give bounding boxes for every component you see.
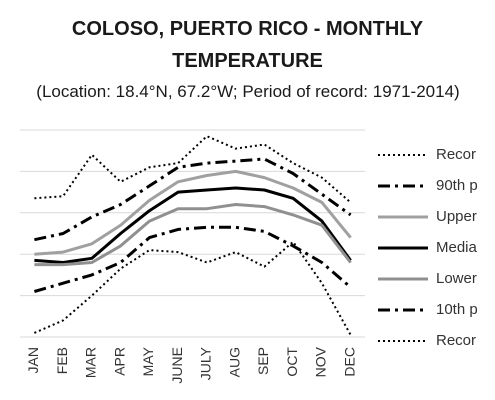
x-tick-label: FEB	[54, 347, 70, 374]
gridlines	[20, 129, 365, 338]
x-tick-label: OCT	[284, 347, 300, 377]
legend-label: 90th p	[436, 177, 478, 194]
legend-label: Lower	[436, 270, 477, 287]
x-tick-label: MAR	[83, 347, 99, 378]
x-tick-label: MAY	[140, 346, 156, 376]
legend-label: Media	[436, 239, 478, 256]
legend-label: Recor	[436, 146, 476, 163]
x-tick-label: JUNE	[169, 347, 185, 384]
series-line-median	[34, 186, 352, 264]
legend-label: 10th p	[436, 301, 478, 318]
x-tick-label: SEP	[255, 347, 271, 375]
x-tick-label: AUG	[226, 347, 242, 377]
legend: Recor 90th p Upper Media Lower 10th p Recor	[378, 146, 478, 349]
legend-label: Recor	[436, 332, 476, 349]
chart-title-line-1: COLOSO, PUERTO RICO - MONTHLY	[71, 18, 424, 40]
series-line-upper-quartile	[34, 169, 352, 256]
x-tick-label: NOV	[313, 346, 329, 377]
x-axis-labels: JAN FEB MAR APR MAY JUNE JULY AUG SEP OCT NOV DEC	[25, 346, 357, 383]
series-line-90th-percentile	[34, 157, 352, 242]
chart-title-line-2: TEMPERATURE	[172, 50, 323, 72]
series-line-record-high	[34, 135, 352, 204]
chart-subtitle: (Location: 18.4°N, 67.2°W; Period of rec…	[36, 82, 460, 101]
series-lines	[33, 135, 352, 336]
x-tick-label: DEC	[341, 347, 357, 377]
series-line-record-low	[34, 240, 352, 336]
x-tick-label: JAN	[25, 347, 41, 373]
x-tick-label: APR	[111, 347, 127, 376]
legend-label: Upper	[436, 208, 477, 225]
x-tick-label: JULY	[198, 346, 214, 380]
series-line-lower-quartile	[34, 203, 352, 267]
